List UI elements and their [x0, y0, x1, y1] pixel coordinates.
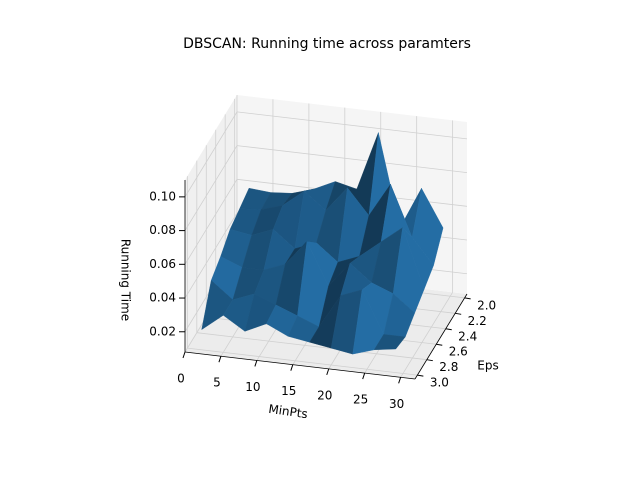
x-tick-label: 30 [389, 397, 404, 411]
tick-mark [398, 377, 402, 384]
z-tick-label: 0.08 [149, 223, 176, 237]
tick-mark [464, 297, 471, 300]
y-tick-label: 2.6 [449, 345, 468, 359]
y-tick-label: 3.0 [430, 376, 449, 390]
z-tick-label: 0.02 [149, 324, 176, 338]
tick-mark [455, 312, 462, 315]
tick-mark [326, 368, 330, 376]
tick-mark [445, 328, 452, 331]
y-tick-label: 2.4 [458, 329, 477, 343]
grid-line [184, 111, 238, 198]
grid-line [236, 111, 468, 140]
grid-line [184, 179, 238, 265]
x-axis-label: MinPts [268, 402, 309, 421]
y-tick-label: 2.0 [477, 298, 496, 312]
tick-mark [362, 372, 366, 380]
tick-mark [426, 359, 433, 362]
x-tick-label: 15 [281, 384, 296, 398]
grid-line [184, 145, 238, 231]
tick-mark [417, 374, 424, 377]
y-tick-label: 2.8 [439, 360, 458, 374]
x-tick-label: 25 [353, 393, 368, 407]
tick-mark [436, 343, 443, 346]
z-tick-label: 0.04 [149, 291, 176, 305]
x-tick-label: 10 [245, 380, 260, 394]
tick-mark [254, 360, 258, 367]
x-axis-line [184, 351, 416, 380]
tick-mark [218, 356, 222, 363]
tick-mark [182, 351, 186, 359]
z-axis-label: Running Time [119, 239, 133, 321]
y-axis-label: Eps [477, 359, 498, 373]
grid-line [196, 332, 427, 361]
tick-mark [290, 364, 294, 371]
y-axis-line [414, 293, 468, 380]
grid-line [400, 292, 453, 378]
z-tick-label: 0.06 [149, 257, 176, 271]
x-tick-label: 5 [213, 376, 221, 390]
grid-line [236, 145, 468, 173]
grid-line [184, 212, 238, 299]
grid-line [187, 347, 418, 376]
chart-title: DBSCAN: Running time across paramters [183, 36, 471, 52]
surface-patch [373, 334, 406, 351]
y-tick-label: 2.2 [468, 314, 487, 328]
x-tick-label: 20 [317, 388, 332, 402]
z-tick-label: 0.10 [149, 189, 176, 203]
x-tick-label: 0 [177, 372, 185, 386]
